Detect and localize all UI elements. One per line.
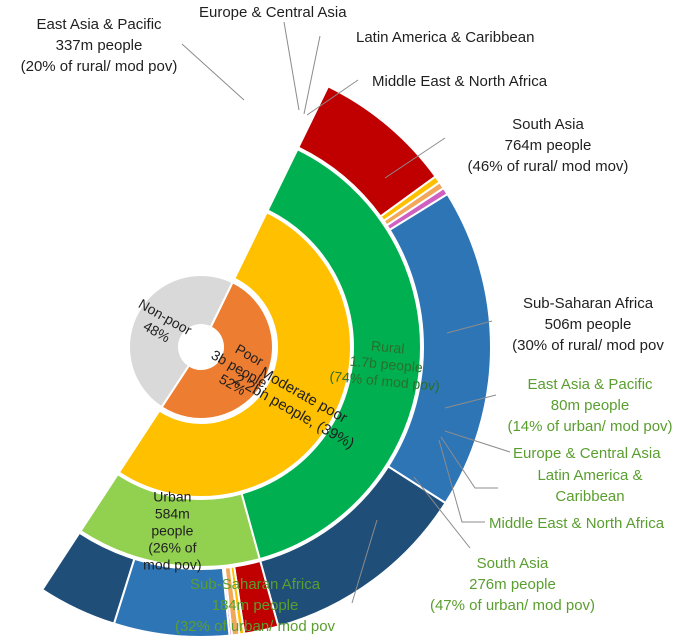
ring-segment-urban	[79, 472, 261, 568]
label-rural-south-asia: South Asia 764m people (46% of rural/ mo…	[467, 116, 629, 175]
label-urban-sub-saharan-africa: Sub-Saharan Africa 184m people (32% of u…	[174, 576, 336, 635]
ring-label-rural: Rural1.7b people(74% of mod pov)	[329, 334, 444, 394]
leader-rural-middle-east-north-africa	[306, 79, 359, 116]
label-rural-middle-east-north-africa: Middle East & North Africa	[372, 73, 548, 90]
label-rural-sub-saharan-africa: Sub-Saharan Africa 506m people (30% of r…	[512, 295, 664, 354]
leader-urban-sub-saharan-africa	[351, 519, 378, 604]
leader-rural-latin-america-caribbean	[303, 35, 321, 115]
label-urban-europe-central-asia: Europe & Central Asia	[513, 445, 661, 462]
leader-urban-east-asia-pacific	[444, 394, 497, 409]
label-rural-europe-central-asia: Europe & Central Asia	[199, 4, 347, 21]
ring-segment-moderate-poor	[117, 210, 352, 498]
label-urban-latin-america-caribbean: Latin America & Caribbean	[537, 467, 643, 505]
ring-label-urban: Urban 584m people (26% of mod pov)	[143, 489, 201, 573]
label-urban-south-asia: South Asia 276m people (47% of urban/ mo…	[429, 555, 596, 614]
leader-rural-sub-saharan-africa	[446, 320, 493, 334]
leader-urban-south-asia	[413, 476, 471, 549]
region-segment-urban-sub-saharan-africa	[40, 531, 136, 625]
label-rural-east-asia-pacific: East Asia & Pacific 337m people (20% of …	[20, 16, 178, 75]
ring-segment-poor	[160, 280, 274, 420]
ring-label-poor: Poor3b people,52%	[200, 332, 282, 408]
ring-segment-rural	[240, 147, 422, 561]
label-rural-latin-america-caribbean: Latin America & Caribbean	[356, 29, 535, 46]
ring-segment-non-poor	[128, 274, 234, 409]
leader-rural-europe-central-asia	[283, 21, 300, 111]
leader-urban-europe-central-asia	[444, 430, 511, 453]
label-urban-east-asia-pacific: East Asia & Pacific 80m people (14% of u…	[507, 376, 673, 435]
leader-rural-south-asia	[384, 137, 446, 179]
leader-urban-latin-america-caribbean	[440, 436, 498, 489]
label-urban-middle-east-north-africa: Middle East & North Africa	[489, 515, 665, 532]
leader-urban-middle-east-north-africa	[438, 439, 485, 523]
leader-rural-east-asia-pacific	[181, 43, 245, 101]
